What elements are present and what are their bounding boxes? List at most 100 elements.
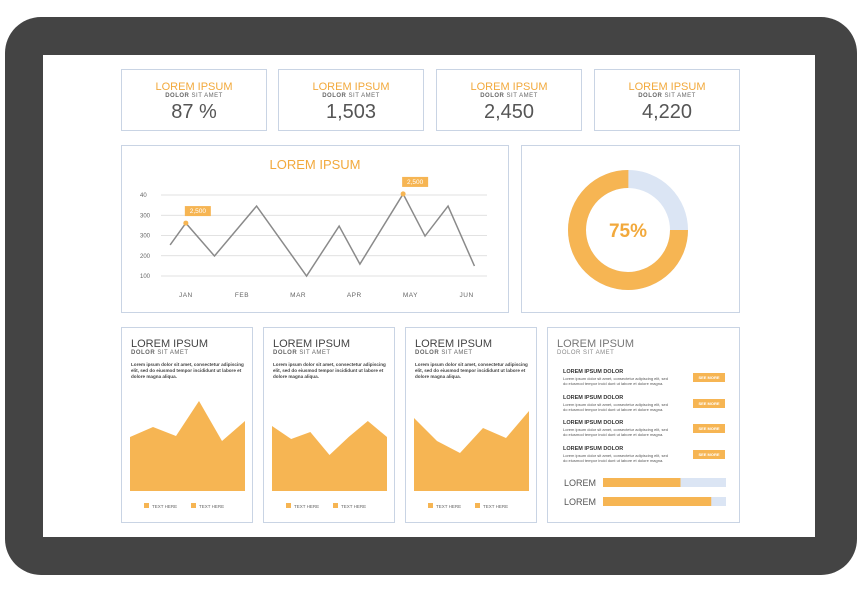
card-title: LOREM IPSUM — [131, 338, 209, 350]
kpi-value: 4,220 — [641, 101, 693, 123]
kpi-title: LOREM IPSUM — [628, 81, 706, 93]
donut-card: 75% — [521, 145, 740, 313]
legend-swatch — [333, 503, 338, 508]
kpi-card: LOREM IPSUM DOLOR SIT AMET 1,503 — [278, 69, 424, 131]
area — [130, 401, 245, 491]
y-tick-label: 100 — [140, 274, 151, 280]
card-title: LOREM IPSUM — [415, 338, 493, 350]
legend-label: TEXT HERE — [341, 504, 366, 509]
item-heading: LOREM IPSUM DOLOR — [563, 420, 624, 426]
card-title: LOREM IPSUM — [557, 338, 635, 350]
chart-title: LOREM IPSUM — [269, 157, 361, 172]
chart: 75% — [568, 170, 688, 290]
subtitle: DOLOR SIT AMET — [273, 350, 331, 356]
subtitle-rest: SIT AMET — [189, 93, 223, 99]
donut-label: 75% — [609, 221, 647, 242]
x-tick-label: MAY — [403, 292, 418, 299]
card-text: Lorem ipsum dolor sit amet, consectetur … — [273, 362, 386, 379]
kpi-title: LOREM IPSUM — [312, 81, 390, 93]
area-card: LOREM IPSUM DOLOR SIT AMET Lorem ipsum dol… — [263, 327, 395, 523]
subtitle-rest: SIT AMET — [662, 93, 696, 99]
x-tick-label: JAN — [179, 292, 193, 299]
legend-swatch — [475, 503, 480, 508]
chart: 100 200 300 300 40 JAN FEB MAR APR MAY JUN 2,500 2,5… — [140, 176, 487, 299]
annotation-box — [402, 176, 429, 187]
area — [414, 411, 529, 491]
see-more-button[interactable]: SEE MORE — [693, 449, 725, 459]
subtitle: DOLOR SIT AMET — [437, 93, 581, 99]
subtitle-rest: SIT AMET — [504, 93, 538, 99]
kpi-card: LOREM IPSUM DOLOR SIT AMET 4,220 — [594, 69, 740, 131]
subtitle-rest: SIT AMET — [297, 350, 331, 356]
subtitle: DOLOR SIT AMET — [415, 350, 473, 356]
x-tick-label: FEB — [235, 292, 249, 299]
annotation-label: 2,500 — [190, 208, 207, 215]
bar — [603, 478, 681, 487]
annotated-point — [400, 191, 406, 197]
y-tick-label: 300 — [140, 234, 151, 240]
kpi-card: LOREM IPSUM DOLOR SIT AMET 87 % — [121, 69, 267, 131]
line-chart-card: 100 200 300 300 40 JAN FEB MAR APR MAY JUN 2,500 2,5… — [121, 145, 509, 313]
x-tick-label: APR — [347, 292, 362, 299]
line-series — [169, 192, 476, 278]
bar-label: LOREM — [564, 478, 596, 488]
subtitle-bold: DOLOR — [480, 93, 505, 99]
subtitle-bold: DOLOR — [273, 350, 298, 356]
legend-label: TEXT HERE — [199, 504, 224, 509]
subtitle-bold: DOLOR — [415, 350, 440, 356]
chart: TEXT HERE TEXT HERE — [130, 401, 245, 509]
see-more-button[interactable]: SEE MORE — [693, 373, 725, 382]
area-card: LOREM IPSUM DOLOR SIT AMET Lorem ipsum dol… — [121, 327, 253, 523]
legend-label: TEXT HERE — [483, 504, 508, 509]
see-more-button[interactable]: SEE MORE — [693, 398, 725, 408]
legend-label: TEXT HERE — [294, 504, 319, 509]
kpi-title: LOREM IPSUM — [470, 81, 548, 93]
card-subtitle: DOLOR SIT AMET — [557, 350, 615, 356]
kpi-card: LOREM IPSUM DOLOR SIT AMET 2,450 — [436, 69, 582, 131]
kpi-value: 2,450 — [483, 101, 535, 123]
annotation-label: 2,500 — [407, 179, 424, 186]
item-heading: LOREM IPSUM DOLOR — [563, 394, 624, 401]
legend-swatch — [191, 503, 196, 508]
subtitle-bold: DOLOR — [322, 93, 347, 99]
legend-label: TEXT HERE — [436, 504, 461, 509]
card-text: Lorem ipsum dolor sit amet, consectetur … — [415, 362, 528, 379]
item-heading: LOREM IPSUM DOLOR — [563, 445, 624, 452]
subtitle: DOLOR SIT AMET — [122, 93, 266, 99]
item-heading: LOREM IPSUM DOLOR — [563, 369, 624, 375]
y-tick-label: 40 — [140, 193, 147, 199]
x-tick-label: JUN — [460, 292, 474, 299]
item-text: Lorem ipsum dolor sit amet, consectetur … — [563, 427, 668, 437]
subtitle-bold: DOLOR — [131, 350, 156, 356]
card-text: Lorem ipsum dolor sit amet, consectetur … — [131, 362, 244, 379]
subtitle-bold: DOLOR — [165, 93, 190, 99]
kpi-value: 1,503 — [325, 101, 377, 123]
subtitle-bold: DOLOR — [638, 93, 663, 99]
legend-swatch — [286, 503, 291, 508]
subtitle: DOLOR SIT AMET — [131, 350, 189, 356]
y-tick-label: 200 — [140, 254, 151, 260]
bar-label: LOREM — [564, 497, 596, 507]
kpi-title: LOREM IPSUM — [155, 81, 233, 93]
subtitle: DOLOR SIT AMET — [595, 93, 739, 99]
x-tick-label: MAR — [290, 292, 306, 299]
area-card: LOREM IPSUM DOLOR SIT AMET Lorem ipsum dol… — [405, 327, 537, 523]
chart: TEXT HERE TEXT HERE — [272, 421, 387, 509]
annotation-box — [184, 206, 211, 217]
kpi-value: 87 % — [171, 101, 217, 123]
legend-label: TEXT HERE — [152, 504, 177, 509]
item-text: Lorem ipsum dolor sit amet, consectetur … — [563, 452, 668, 463]
chart: LOREM LOREM — [564, 478, 726, 507]
legend-swatch — [144, 503, 149, 508]
area — [272, 421, 387, 491]
subtitle: DOLOR SIT AMET — [279, 93, 423, 99]
card-title: LOREM IPSUM — [273, 338, 351, 350]
subtitle-rest: SIT AMET — [346, 93, 380, 99]
subtitle-rest: SIT AMET — [155, 350, 189, 356]
annotated-point — [183, 220, 189, 226]
see-more-button[interactable]: SEE MORE — [693, 424, 725, 433]
item-text: Lorem ipsum dolor sit amet, consectetur … — [563, 376, 668, 386]
subtitle-rest: SIT AMET — [439, 350, 473, 356]
legend-swatch — [428, 503, 433, 508]
